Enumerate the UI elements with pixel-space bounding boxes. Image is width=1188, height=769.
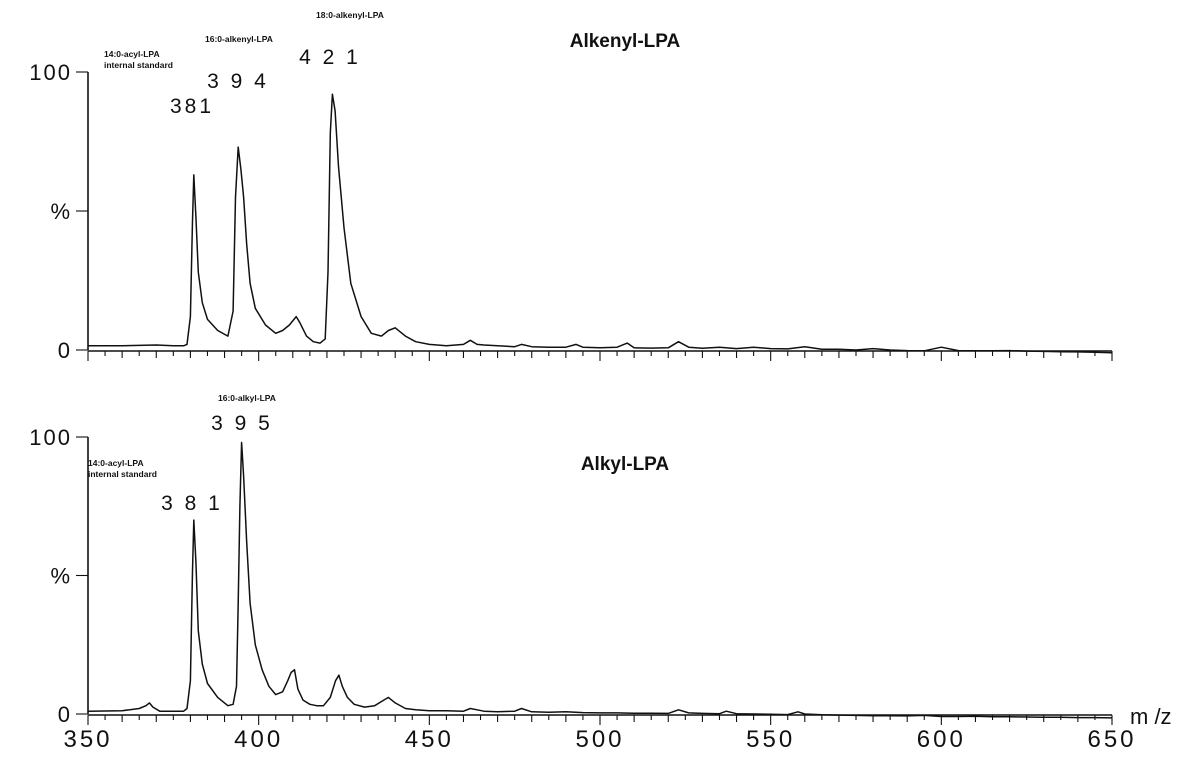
x-tick-label: 550 [746,726,795,753]
x-tick-label: 350 [63,726,112,753]
x-axis-title: m /z [1130,704,1172,729]
y-tick-label: 100 [29,425,72,450]
peak-annotation: 14:0-acyl-LPA [88,458,144,468]
y-tick-label: 0 [58,338,72,363]
panel-title: Alkenyl-LPA [570,31,681,52]
panel-alkenyl-lpa: 0% 100 Alkenyl-LPA 381 14:0-acyl-LPAinternal… [29,10,1113,363]
x-tick-label: 600 [917,726,966,753]
peak-label: 3 8 1 [161,492,223,515]
peak-annotation: internal standard [88,469,157,479]
y-tick-label: % [50,564,72,589]
spectrum-trace [87,441,1113,719]
peak-label: 3 9 5 [211,412,273,435]
y-tick-label: % [50,199,72,224]
peak-annotation: internal standard [104,60,173,70]
panel-title: Alkyl-LPA [581,454,670,475]
x-tick-label: 500 [575,726,624,753]
peak-annotation: 18:0-alkenyl-LPA [316,10,384,20]
peak-annotation: 14:0-acyl-LPA [104,49,160,59]
y-tick-label: 0 [58,702,72,727]
x-tick-label: 400 [234,726,283,753]
peak-annotation: 16:0-alkenyl-LPA [205,34,273,44]
spectrum-trace [88,93,1113,354]
x-tick-label: 450 [405,726,454,753]
y-tick-label: 100 [29,60,72,85]
peak-label: 381 [170,95,214,118]
peak-annotation: 16:0-alkyl-LPA [218,393,276,403]
x-tick-label: 650 [1087,726,1136,753]
peak-label: 3 9 4 [207,70,269,93]
peak-label: 4 2 1 [299,46,361,69]
